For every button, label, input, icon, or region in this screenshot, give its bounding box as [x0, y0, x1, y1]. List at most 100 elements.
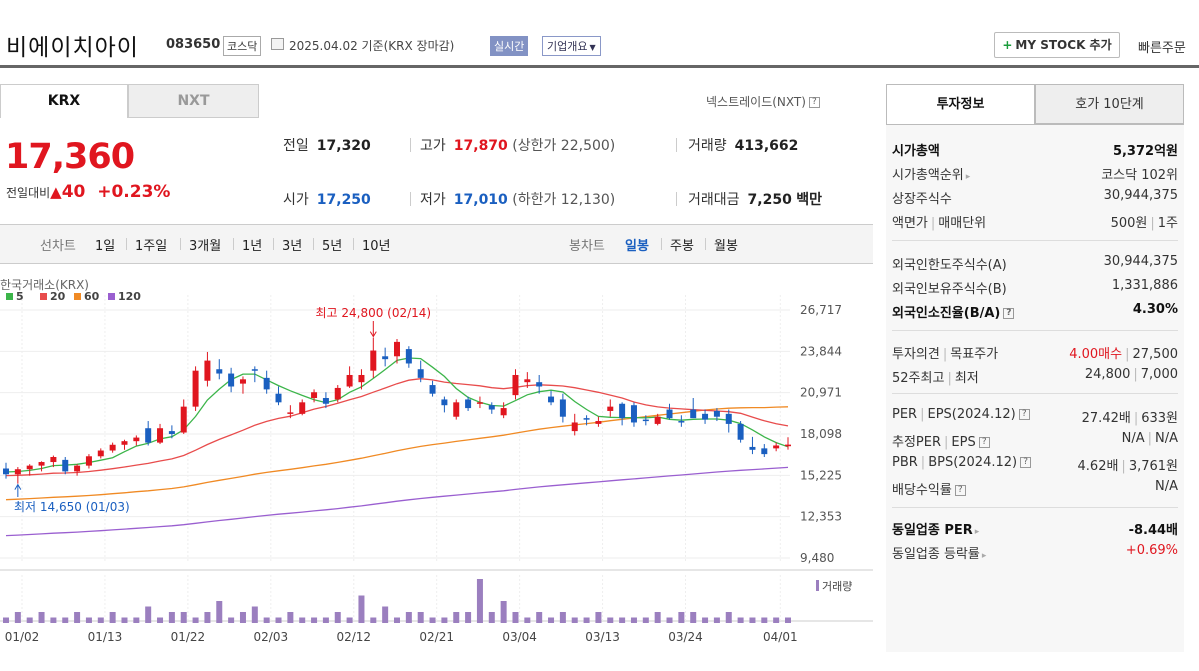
period-10y[interactable]: 10년 — [362, 239, 391, 254]
candle-body — [26, 465, 33, 470]
volume-bar — [168, 612, 175, 623]
volume-bar — [287, 612, 294, 623]
market-cap-label: 시가총액 — [892, 144, 940, 159]
y-tick-label: 15,225 — [800, 468, 842, 482]
candle-body — [678, 421, 685, 423]
eps-label: EPS(2024.12) — [927, 407, 1016, 422]
lower-limit: (하한가 12,130) — [512, 192, 616, 208]
help-icon[interactable]: ? — [1003, 308, 1015, 319]
divider — [705, 238, 706, 250]
pbr-value: 4.62배 — [1077, 459, 1119, 474]
tab-nxt[interactable]: NXT — [128, 84, 259, 118]
industry-per-row[interactable]: 동일업종 PER ▸ -8.44배 — [892, 519, 1178, 538]
period-1d[interactable]: 1일 — [95, 239, 116, 254]
min-price-label: 최저 14,650 (01/03) — [14, 500, 130, 514]
y-tick-label: 18,098 — [800, 427, 842, 441]
candle-body — [85, 456, 92, 466]
foreign-hold-value: 1,331,886 — [1111, 278, 1178, 293]
mystock-add-button[interactable]: + MY STOCK 추가 — [994, 32, 1120, 58]
market-cap-rank-value: 코스닥 102위 — [1101, 168, 1178, 183]
volume-bar — [488, 612, 495, 623]
x-tick-label: 03/13 — [585, 630, 620, 644]
change-pct: +0.23% — [97, 182, 171, 202]
candle-body — [228, 373, 235, 387]
candle-body — [476, 402, 483, 404]
period-1w[interactable]: 1주일 — [135, 239, 168, 254]
volume-bar — [405, 612, 412, 623]
market-cap-row: 시가총액 5,372억원 — [892, 140, 1178, 159]
face-value: 500원 — [1110, 216, 1148, 231]
divider — [661, 238, 662, 250]
y-tick-label: 20,971 — [800, 386, 842, 400]
volume-bar — [453, 612, 460, 623]
industry-rate-row[interactable]: 동일업종 등락률 ▸ +0.69% — [892, 543, 1178, 562]
help-icon[interactable]: ? — [1020, 457, 1032, 468]
tab-investment-info[interactable]: 투자정보 — [886, 84, 1035, 124]
period-bar — [0, 224, 873, 264]
candle-body — [737, 423, 744, 440]
volume-bar — [62, 617, 69, 623]
period-5y[interactable]: 5년 — [322, 239, 343, 254]
volume-bar — [74, 612, 81, 623]
market-cap-rank-row[interactable]: 시가총액순위 ▸ 코스닥 102위 — [892, 164, 1178, 183]
candle-body — [14, 469, 21, 475]
est-per-row: 추정PER | EPS? N/A | N/A — [892, 431, 1178, 450]
candle-body — [394, 341, 400, 357]
volume-bar — [334, 612, 341, 623]
per-label: PER — [892, 407, 918, 422]
x-tick-label: 04/01 — [763, 630, 798, 644]
company-info-dropdown[interactable]: 기업개요 ▼ — [542, 36, 601, 56]
foreign-ratio-row: 외국인소진율(B/A)? 4.30% — [892, 302, 1178, 321]
open-label: 시가 — [283, 192, 309, 208]
prev-label: 전일 — [283, 138, 309, 154]
volume-bar — [299, 617, 306, 623]
prev-close: 전일 17,320 — [283, 135, 371, 155]
price-chart[interactable]: 26,717 23,844 20,971 18,098 15,225 12,353 9,48… — [0, 265, 873, 671]
plus-icon: + — [1002, 38, 1013, 52]
candle-body — [488, 405, 495, 410]
period-3y[interactable]: 3년 — [282, 239, 303, 254]
volume-bar — [524, 617, 531, 623]
candle-body — [263, 377, 270, 390]
calendar-icon — [271, 38, 284, 50]
tab-krx[interactable]: KRX — [0, 84, 128, 118]
volume-bar — [500, 601, 507, 623]
help-icon[interactable]: ? — [1018, 409, 1030, 420]
mystock-label: MY STOCK 추가 — [1015, 38, 1112, 52]
target-value: 27,500 — [1132, 347, 1179, 362]
exchange-tabs: KRX NXT — [0, 84, 259, 118]
volume-bar — [512, 612, 519, 623]
face-label: 액면가 — [892, 216, 928, 231]
nxt-link[interactable]: 넥스트레이드(NXT)? — [706, 93, 820, 110]
candle-monthly[interactable]: 월봉 — [714, 239, 738, 254]
foreign-limit-row: 외국인한도주식수(A) 30,944,375 — [892, 254, 1178, 273]
quick-order-button[interactable]: 빠른주문 — [1138, 37, 1186, 56]
period-3m[interactable]: 3개월 — [189, 239, 222, 254]
candle-weekly[interactable]: 주봉 — [670, 239, 694, 254]
realtime-button[interactable]: 실시간 — [490, 36, 529, 56]
candle-daily[interactable]: 일봉 — [625, 239, 649, 254]
help-icon[interactable]: ? — [978, 437, 990, 448]
dividend-label: 배당수익률 — [892, 483, 952, 498]
help-icon[interactable]: ? — [808, 97, 820, 108]
stock-name: 비에이치아이 — [6, 35, 139, 61]
candle-body — [168, 431, 175, 434]
candle-body — [97, 450, 104, 457]
volume-bar — [583, 617, 590, 623]
volume-bar — [429, 617, 436, 623]
chevron-right-icon: ▸ — [965, 172, 971, 182]
eps-value: 633원 — [1141, 411, 1178, 426]
max-price-label: 최고 24,800 (02/14) — [315, 306, 431, 320]
tab-orderbook[interactable]: 호가 10단계 — [1035, 84, 1184, 124]
help-icon[interactable]: ? — [954, 485, 966, 496]
market-cap-rank-label: 시가총액순위 — [892, 168, 964, 183]
opinion-label: 투자의견 — [892, 347, 940, 362]
candle-body — [346, 374, 353, 387]
volume-bar — [476, 579, 483, 623]
week52-high-value: 24,800 — [1084, 367, 1131, 382]
high-price: 고가 17,870 (상한가 22,500) — [420, 135, 615, 155]
x-tick-label: 01/22 — [171, 630, 206, 644]
period-1y[interactable]: 1년 — [242, 239, 263, 254]
low-value: 17,010 — [453, 192, 508, 208]
volume-bar — [145, 606, 152, 623]
